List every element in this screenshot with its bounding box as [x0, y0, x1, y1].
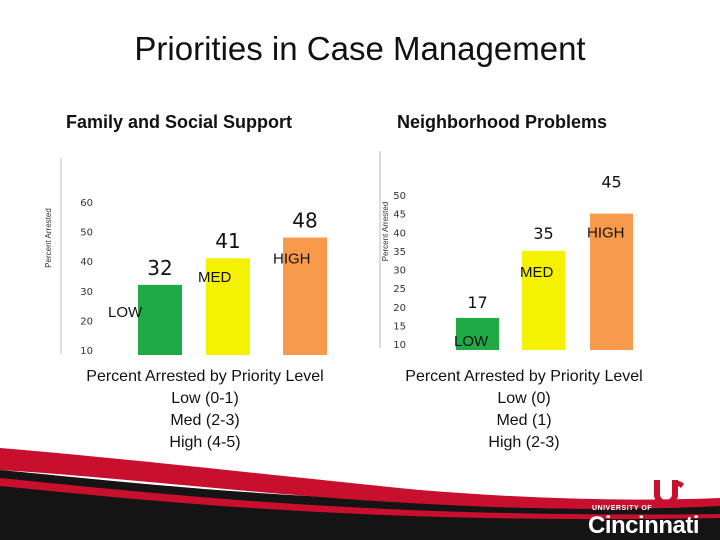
chart-family-social-support: Percent Arrested 10 20 30 40 50 60 32 LOW 41 MED 48…: [45, 158, 327, 355]
bar-med: [522, 250, 565, 350]
footer-red-stripe: [0, 478, 720, 520]
y-tick-label: 10: [393, 340, 406, 351]
y-tick-label: 30: [393, 266, 406, 277]
y-tick-label: 35: [393, 247, 406, 258]
bar-category-label: LOW: [108, 304, 143, 321]
y-tick-label: 60: [80, 198, 93, 209]
y-tick-label: 15: [393, 321, 406, 332]
bar-category-label: MED: [520, 264, 554, 281]
caption-family-social-support: Percent Arrested by Priority Level Low (…: [55, 366, 355, 454]
bar-category-label: HIGH: [587, 225, 625, 242]
bar-value-label: 35: [533, 224, 553, 243]
caption-line: Med (1): [496, 412, 552, 429]
y-tick-label: 10: [80, 346, 93, 355]
logo-cincinnati: Cincinnati: [588, 512, 700, 539]
bar-high: [283, 237, 327, 355]
bar-value-label: 32: [147, 256, 172, 280]
bar-low: [138, 284, 182, 355]
slide-title: Priorities in Case Management: [134, 30, 586, 67]
y-tick-label: 50: [393, 191, 406, 202]
bar-category-label: LOW: [454, 333, 489, 350]
bar-med: [206, 258, 250, 355]
caption-line: High (4-5): [169, 434, 241, 451]
caption-line: Med (2-3): [170, 412, 240, 429]
y-tick-label: 50: [80, 228, 93, 239]
footer-black-band: [0, 470, 720, 540]
caption-neighborhood-problems: Percent Arrested by Priority Level Low (…: [374, 366, 674, 454]
chart-title-neighborhood-problems: Neighborhood Problems: [397, 112, 608, 132]
y-tick-label: 25: [393, 284, 406, 295]
y-tick-label: 45: [393, 210, 406, 221]
bar-value-label: 48: [292, 209, 317, 233]
logo-university-of: UNIVERSITY OF: [592, 505, 653, 512]
bar-high: [590, 213, 633, 350]
y-tick-label: 40: [393, 228, 406, 239]
y-tick-label: 20: [80, 316, 93, 327]
caption-line: Low (0-1): [171, 390, 239, 407]
caption-line: Percent Arrested by Priority Level: [86, 368, 324, 385]
university-logo: UNIVERSITY OF Cincinnati: [560, 478, 710, 539]
y-tick-label: 20: [393, 303, 406, 314]
footer-red-band: [0, 448, 720, 509]
caption-line: Percent Arrested by Priority Level: [405, 368, 643, 385]
footer-swoosh: [0, 448, 720, 540]
bar-value-label: 41: [215, 229, 240, 253]
chart-neighborhood-problems: Percent Arrested 10 15 20 25 30 35 40 45 50 17 LOW 3…: [379, 151, 633, 351]
y-tick-label: 40: [80, 257, 93, 268]
bar-value-label: 17: [467, 293, 487, 312]
caption-line: High (2-3): [488, 434, 560, 451]
chart-title-family-social-support: Family and Social Support: [66, 112, 293, 132]
caption-line: Low (0): [497, 390, 551, 407]
bar-category-label: HIGH: [273, 251, 311, 268]
uc-logo-icon: [654, 480, 684, 506]
bar-low: [456, 317, 499, 350]
y-tick-label: 30: [80, 287, 93, 298]
bar-value-label: 45: [601, 173, 621, 192]
y-axis-label: Percent Arrested: [381, 202, 390, 262]
y-axis-label: Percent Arrested: [45, 208, 53, 268]
bar-category-label: MED: [198, 269, 232, 286]
